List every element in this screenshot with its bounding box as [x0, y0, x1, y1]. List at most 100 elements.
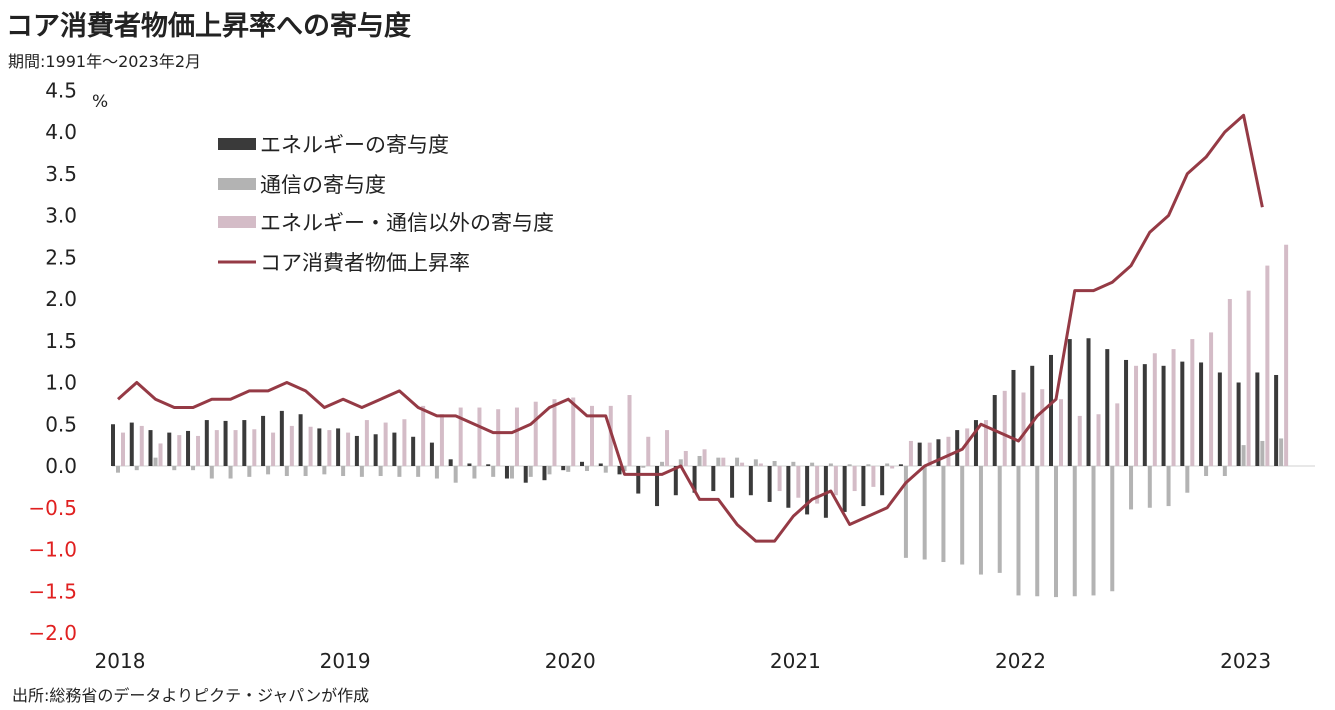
other-bar [1246, 290, 1251, 466]
other-bar [496, 409, 501, 466]
telecom-bar [603, 466, 608, 473]
other-bar [421, 405, 426, 466]
other-bar [1265, 265, 1270, 466]
other-bar [439, 414, 444, 466]
y-tick-label: 3.5 [45, 162, 77, 186]
legend-label: エネルギーの寄与度 [260, 133, 449, 157]
other-bar [1115, 403, 1120, 466]
other-bar [571, 397, 576, 466]
telecom-bar [491, 466, 496, 477]
energy-bar [711, 466, 716, 492]
telecom-bar [997, 466, 1002, 573]
energy-bar [1011, 369, 1016, 466]
energy-bar [354, 435, 359, 466]
energy-bar [1030, 365, 1035, 466]
other-bar [833, 466, 838, 496]
telecom-bar [1222, 466, 1227, 477]
other-bar [402, 419, 407, 466]
y-tick-label: 1.5 [45, 329, 77, 353]
energy-bar [279, 410, 284, 466]
telecom-bar [828, 463, 833, 466]
energy-bar [1124, 359, 1129, 466]
other-bar [252, 429, 257, 466]
x-axis: 2018 2019 2020 2021 2022 2023 [95, 649, 1272, 673]
other-bar [908, 440, 913, 466]
y-tick-label: 0.0 [45, 454, 77, 478]
y-tick-label: 4.0 [45, 120, 77, 144]
energy-bar [1067, 339, 1072, 466]
energy-bar [617, 466, 622, 475]
energy-bar [748, 466, 753, 496]
other-bar [965, 428, 970, 466]
other-bar [139, 425, 144, 466]
telecom-bar [153, 457, 158, 466]
y-tick-label: −1.0 [28, 538, 77, 562]
other-bar [1096, 414, 1101, 466]
telecom-bar [885, 463, 890, 466]
telecom-bar [941, 466, 946, 563]
other-bar [1284, 244, 1289, 466]
chart-subtitle: 期間:1991年～2023年2月 [8, 52, 202, 71]
other-bar [533, 401, 538, 466]
telecom-bar [1129, 466, 1134, 510]
telecom-bar [1204, 466, 1209, 477]
telecom-bar [978, 466, 983, 575]
telecom-bar [134, 466, 139, 471]
energy-bar [1274, 374, 1279, 466]
y-tick-label: −1.5 [28, 579, 77, 603]
telecom-bar [266, 466, 271, 475]
telecom-bar [697, 455, 702, 466]
telecom-bar [303, 466, 308, 477]
telecom-bar [528, 466, 533, 477]
other-bar [327, 430, 332, 466]
energy-bar [448, 459, 453, 466]
core-cpi-line [117, 113, 1264, 543]
legend-swatch [218, 138, 256, 150]
other-bar [1190, 339, 1195, 466]
other-bar [796, 466, 801, 498]
energy-bar [129, 422, 134, 466]
telecom-bar [284, 466, 289, 477]
telecom-bar [322, 466, 327, 475]
energy-bar [486, 464, 491, 466]
telecom-bar [1185, 466, 1190, 493]
telecom-bar [753, 459, 758, 466]
x-tick-label: 2018 [95, 649, 146, 673]
y-tick-label: 2.5 [45, 245, 77, 269]
energy-bar [392, 432, 397, 466]
y-axis-unit: % [92, 92, 108, 112]
other-bar [890, 466, 895, 469]
telecom-bar [678, 459, 683, 466]
other-bar [214, 430, 219, 466]
telecom-bar [1054, 466, 1058, 598]
energy-bar [317, 428, 322, 466]
energy-bar [1105, 349, 1110, 466]
other-bar [946, 436, 951, 466]
energy-bar [936, 439, 941, 466]
legend-label: コア消費者物価上昇率 [260, 251, 470, 275]
energy-bar [542, 466, 547, 481]
energy-bar [167, 432, 172, 466]
energy-bar [467, 463, 472, 466]
chart-source: 出所:総務省のデータよりピクテ・ジャパンが作成 [12, 686, 370, 705]
telecom-bar [247, 466, 252, 477]
energy-bar [1142, 364, 1147, 466]
telecom-bar [810, 462, 815, 466]
telecom-bar [416, 466, 421, 477]
energy-bar [692, 466, 697, 493]
energy-bar [242, 420, 247, 466]
chart-title: コア消費者物価上昇率への寄与度 [6, 11, 411, 42]
energy-bar [1086, 338, 1091, 466]
y-tick-label: −0.5 [28, 496, 77, 520]
telecom-bar [903, 466, 908, 558]
other-bar [552, 399, 557, 466]
telecom-bar [847, 464, 852, 466]
other-bar [1171, 349, 1176, 466]
energy-bar [786, 466, 791, 508]
other-bar [702, 449, 707, 466]
legend-swatch [218, 216, 256, 228]
telecom-bar [1016, 466, 1021, 596]
telecom-bar [1166, 466, 1171, 507]
